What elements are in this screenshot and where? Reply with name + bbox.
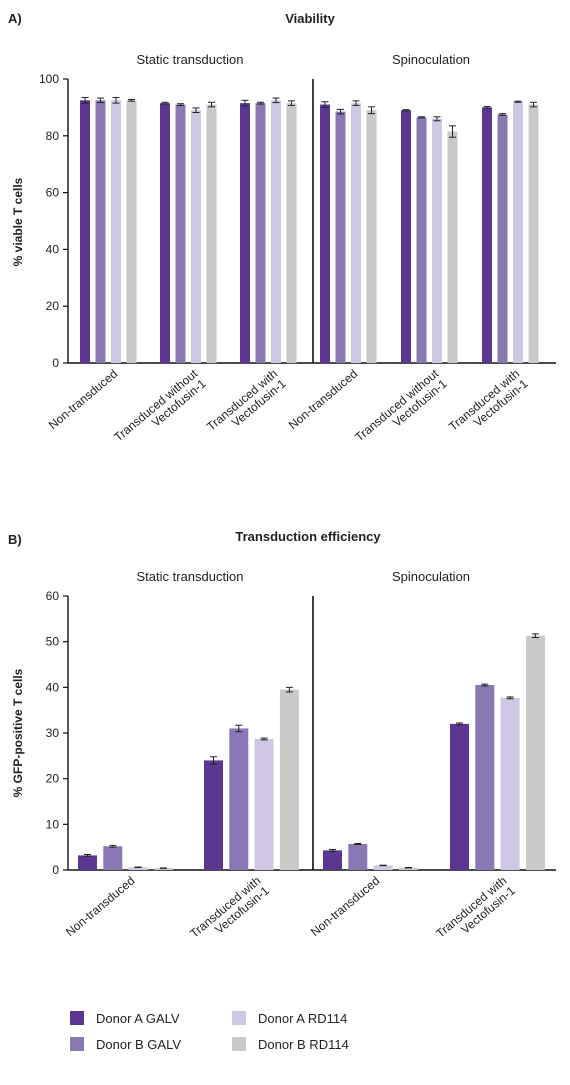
legend-swatch-donor-a-rd114 bbox=[232, 1011, 246, 1025]
legend-label-donor-a-rd114: Donor A RD114 bbox=[258, 1011, 347, 1026]
panel-b-bar-static-transduction-non-transduced-donor-b-galv bbox=[103, 846, 122, 870]
panel-b-ytick-label: 50 bbox=[46, 635, 60, 649]
panel-a-bar-static-transduction-non-transduced-donor-a-galv bbox=[80, 100, 90, 363]
panel-a-bar-spinoculation-non-transduced-donor-a-galv bbox=[320, 105, 330, 363]
panel-b-ytick-label: 10 bbox=[46, 817, 60, 831]
panel-a-bar-spinoculation-transduced-without-vectofusin-1-donor-b-rd114 bbox=[448, 132, 458, 363]
panel-a-bar-spinoculation-transduced-without-vectofusin-1-donor-b-galv bbox=[417, 117, 427, 363]
panel-b-title: Transduction efficiency bbox=[235, 529, 381, 544]
panel-b-category-label: Transduced withVectofusin-1 bbox=[433, 873, 518, 950]
panel-a-ytick-label: 80 bbox=[46, 129, 60, 143]
panel-a-section-label-spin: Spinoculation bbox=[392, 52, 470, 67]
panel-b-bar-static-transduction-transduced-with-vectofusin-1-donor-b-rd114 bbox=[280, 690, 299, 870]
legend-label-donor-b-rd114: Donor B RD114 bbox=[258, 1037, 349, 1052]
panel-b-ytick-label: 30 bbox=[46, 726, 60, 740]
legend-swatch-donor-a-galv bbox=[70, 1011, 84, 1025]
panel-a-bar-static-transduction-transduced-with-vectofusin-1-donor-b-galv bbox=[256, 103, 266, 363]
panel-b-bar-static-transduction-transduced-with-vectofusin-1-donor-a-galv bbox=[204, 760, 223, 870]
panel-a-ylabel: % viable T cells bbox=[11, 177, 25, 266]
panel-b-bar-spinoculation-transduced-with-vectofusin-1-donor-b-rd114 bbox=[526, 636, 545, 870]
panel-a-category-label: Transduced withoutVectofusin-1 bbox=[111, 366, 209, 454]
panel-b-section-label-static: Static transduction bbox=[137, 569, 244, 584]
panel-b-bar-static-transduction-non-transduced-donor-a-galv bbox=[78, 855, 97, 870]
panel-a-bar-static-transduction-non-transduced-donor-b-rd114 bbox=[127, 100, 137, 363]
panel-a-bar-static-transduction-transduced-without-vectofusin-1-donor-a-rd114 bbox=[191, 110, 201, 363]
panel-a-bar-static-transduction-transduced-with-vectofusin-1-donor-a-galv bbox=[240, 103, 250, 363]
panel-b-label: B) bbox=[8, 532, 22, 547]
panel-a-bar-spinoculation-transduced-with-vectofusin-1-donor-a-galv bbox=[482, 107, 492, 363]
legend-swatch-donor-b-galv bbox=[70, 1037, 84, 1051]
legend-label-donor-b-galv: Donor B GALV bbox=[96, 1037, 181, 1052]
panel-a-bar-spinoculation-transduced-with-vectofusin-1-donor-b-rd114 bbox=[529, 105, 539, 363]
panel-a-bar-spinoculation-non-transduced-donor-b-galv bbox=[336, 112, 346, 363]
panel-b-errorbar-spinoculation-non-transduced-donor-b-galv bbox=[354, 844, 361, 845]
panel-a-ytick-label: 60 bbox=[46, 186, 60, 200]
panel-a-ytick-label: 40 bbox=[46, 242, 60, 256]
panel-b-category-label: Non-transduced bbox=[63, 874, 137, 940]
panel-b-bar-spinoculation-transduced-with-vectofusin-1-donor-b-galv bbox=[475, 685, 494, 870]
panel-a-bar-static-transduction-transduced-with-vectofusin-1-donor-b-rd114 bbox=[287, 103, 297, 363]
panel-a-bar-spinoculation-non-transduced-donor-a-rd114 bbox=[351, 103, 361, 363]
panel-b-bar-spinoculation-transduced-with-vectofusin-1-donor-a-rd114 bbox=[501, 698, 520, 870]
panel-b-bar-static-transduction-transduced-with-vectofusin-1-donor-a-rd114 bbox=[255, 739, 274, 870]
panel-b-category-label: Non-transduced bbox=[308, 874, 382, 940]
panel-a-bar-spinoculation-non-transduced-donor-b-rd114 bbox=[367, 110, 377, 363]
panel-b-bar-spinoculation-non-transduced-donor-b-galv bbox=[348, 844, 367, 870]
panel-a-ytick-label: 100 bbox=[39, 72, 59, 86]
panel-b-ylabel: % GFP-positive T cells bbox=[11, 668, 25, 797]
panel-a-bar-static-transduction-transduced-without-vectofusin-1-donor-b-rd114 bbox=[207, 105, 217, 363]
panel-a-bar-static-transduction-transduced-without-vectofusin-1-donor-b-galv bbox=[176, 105, 186, 363]
panel-a-bar-spinoculation-transduced-without-vectofusin-1-donor-a-galv bbox=[401, 110, 411, 363]
legend-swatch-donor-b-rd114 bbox=[232, 1037, 246, 1051]
panel-b-ytick-label: 60 bbox=[46, 589, 60, 603]
panel-a-bar-spinoculation-transduced-with-vectofusin-1-donor-b-galv bbox=[498, 115, 508, 364]
panel-a-bar-spinoculation-transduced-without-vectofusin-1-donor-a-rd114 bbox=[432, 119, 442, 363]
panel-b-ytick-label: 0 bbox=[52, 863, 59, 877]
panel-a-bar-static-transduction-transduced-with-vectofusin-1-donor-a-rd114 bbox=[271, 100, 281, 363]
legend-label-donor-a-galv: Donor A GALV bbox=[96, 1011, 180, 1026]
panel-a-bar-static-transduction-transduced-without-vectofusin-1-donor-a-galv bbox=[160, 103, 170, 363]
panel-a-bar-static-transduction-non-transduced-donor-b-galv bbox=[96, 100, 106, 363]
panel-a-category-label: Non-transduced bbox=[46, 367, 120, 433]
panel-a-bar-static-transduction-non-transduced-donor-a-rd114 bbox=[111, 100, 121, 363]
panel-a-title: Viability bbox=[285, 11, 335, 26]
panel-a-category-label: Transduced withVectofusin-1 bbox=[446, 366, 531, 443]
panel-a-errorbar-spinoculation-transduced-with-vectofusin-1-donor-a-galv bbox=[484, 107, 491, 109]
panel-a-label: A) bbox=[8, 11, 22, 26]
panel-b-ytick-label: 20 bbox=[46, 772, 60, 786]
panel-b-category-label: Transduced withVectofusin-1 bbox=[187, 873, 272, 950]
panel-b-bar-spinoculation-transduced-with-vectofusin-1-donor-a-galv bbox=[450, 724, 469, 870]
panel-a-section-label-static: Static transduction bbox=[137, 52, 244, 67]
panel-a-bar-spinoculation-transduced-with-vectofusin-1-donor-a-rd114 bbox=[513, 102, 523, 363]
panel-b-ytick-label: 40 bbox=[46, 680, 60, 694]
panel-b-plot: 0 10 20 30 40 50 60 Non-transduced Transduced wi… bbox=[46, 589, 556, 951]
panel-a-category-label: Transduced withoutVectofusin-1 bbox=[352, 366, 450, 454]
panel-a-category-label: Transduced withVectofusin-1 bbox=[204, 366, 289, 443]
legend: Donor A GALV Donor B GALV Donor A RD114 … bbox=[70, 1011, 349, 1052]
panel-b-bar-spinoculation-non-transduced-donor-a-galv bbox=[323, 850, 342, 870]
panel-a-ytick-label: 20 bbox=[46, 299, 60, 313]
panel-a-category-label: Non-transduced bbox=[286, 367, 360, 433]
panel-b-bar-static-transduction-transduced-with-vectofusin-1-donor-b-galv bbox=[229, 728, 248, 870]
panel-b-section-label-spin: Spinoculation bbox=[392, 569, 470, 584]
panel-a-ytick-label: 0 bbox=[52, 356, 59, 370]
